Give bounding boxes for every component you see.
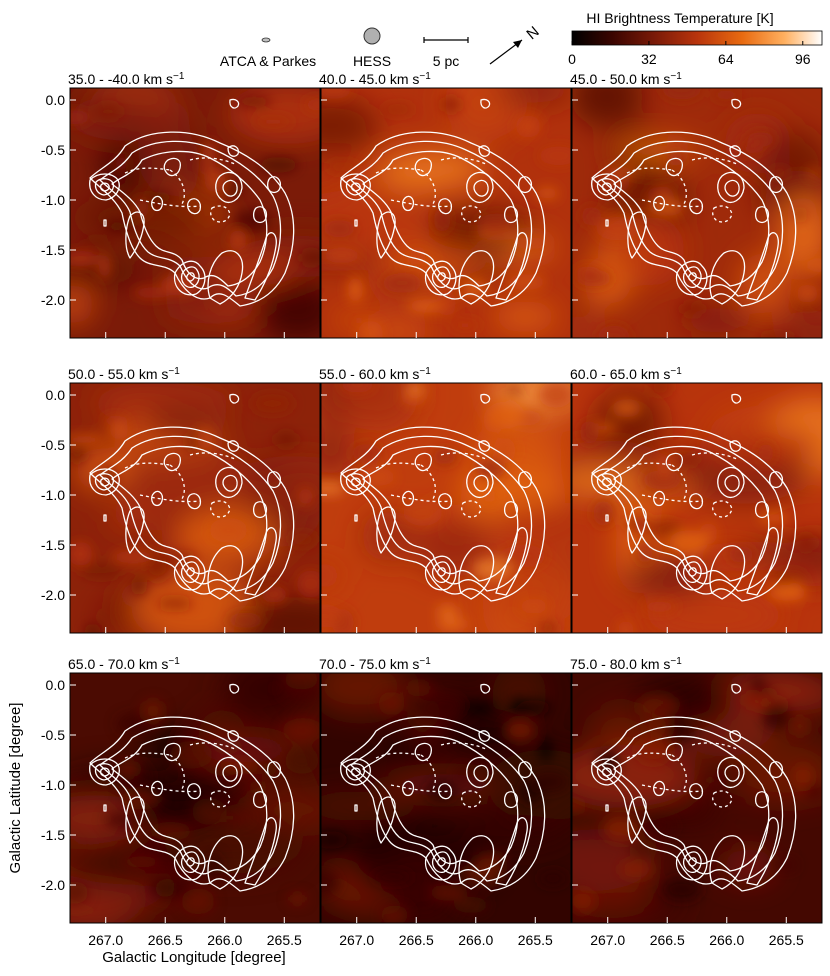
y-tick-label: -1.0 (41, 777, 65, 793)
colorbar-tick-label: 0 (568, 51, 576, 67)
x-tick-label: 265.5 (769, 932, 804, 948)
velocity-range-label: 35.0 - -40.0 km s−1 (68, 71, 185, 87)
colorbar-title: HI Brightness Temperature [K] (586, 10, 773, 26)
velocity-range-label: 65.0 - 70.0 km s−1 (68, 656, 180, 672)
y-tick-label: 0.0 (46, 677, 66, 693)
panel-frame (320, 382, 572, 634)
y-tick-label: -1.5 (41, 827, 65, 843)
legend-beam1-label: ATCA & Parkes (220, 53, 316, 69)
channel-panel: 0.0 -0.5 -1.0 -1.5 -2.0 35.0 - -40.0 km s−1 (41, 71, 321, 339)
velocity-range-label: 70.0 - 75.0 km s−1 (319, 656, 431, 672)
velocity-range-label: 55.0 - 60.0 km s−1 (319, 366, 431, 382)
panel-frame (571, 382, 823, 634)
velocity-range-label: 75.0 - 80.0 km s−1 (570, 656, 682, 672)
channel-panel: 267.0 266.5 266.0 265.5 0.0 -0.5 -1.0 -1.5 -2.0 6… (41, 656, 321, 948)
y-tick-label: 0.0 (46, 387, 66, 403)
velocity-range-label: 40.0 - 45.0 km s−1 (319, 71, 431, 87)
x-tick-label: 267.0 (590, 932, 625, 948)
x-axis-label: Galactic Longitude [degree] (102, 949, 285, 966)
x-tick-label: 266.0 (207, 932, 242, 948)
x-tick-label: 266.0 (458, 932, 493, 948)
colorbar-tick-label: 32 (641, 51, 657, 67)
velocity-range-label: 60.0 - 65.0 km s−1 (570, 366, 682, 382)
y-tick-label: -2.0 (41, 587, 65, 603)
colorbar-ticks: 0 32 64 96 (568, 41, 811, 67)
legend-beam2-label: HESS (353, 53, 391, 69)
hi-intensity-map (572, 383, 822, 633)
atca-parkes-beam-icon (261, 37, 271, 43)
channel-panel: 60.0 - 65.0 km s−1 (570, 366, 823, 634)
panel-frame (69, 87, 321, 339)
panel-frame (320, 672, 572, 924)
y-tick-label: 0.0 (46, 92, 66, 108)
y-tick-label: -2.0 (41, 877, 65, 893)
y-tick-label: -2.0 (41, 292, 65, 308)
hi-intensity-map (70, 88, 320, 338)
x-tick-label: 266.5 (148, 932, 183, 948)
x-tick-label: 265.5 (518, 932, 553, 948)
y-tick-label: -1.0 (41, 192, 65, 208)
y-tick-label: -1.0 (41, 487, 65, 503)
hi-intensity-map (70, 673, 320, 923)
x-tick-label: 267.0 (339, 932, 374, 948)
velocity-range-label: 50.0 - 55.0 km s−1 (68, 366, 180, 382)
legend: ATCA & Parkes HESS 5 pc N HI Brightness … (220, 10, 823, 69)
channel-panel: 0.0 -0.5 -1.0 -1.5 -2.0 50.0 - 55.0 km s−1 (41, 366, 321, 634)
y-tick-label: -0.5 (41, 437, 65, 453)
panel-frame (571, 87, 823, 339)
colorbar (571, 30, 823, 46)
y-tick-label: -1.5 (41, 537, 65, 553)
north-arrow-icon: N (489, 23, 543, 65)
y-tick-label: -0.5 (41, 727, 65, 743)
channel-panel: 267.0 266.5 266.0 265.5 75.0 - 80.0 km s−1 (570, 656, 823, 948)
hi-intensity-map (572, 88, 822, 338)
x-tick-label: 266.5 (650, 932, 685, 948)
legend-north-label: N (523, 23, 542, 43)
panel-frame (69, 672, 321, 924)
panel-frame (320, 87, 572, 339)
velocity-range-label: 45.0 - 50.0 km s−1 (570, 71, 682, 87)
channel-panel: 45.0 - 50.0 km s−1 (570, 71, 823, 339)
y-axis-label: Galactic Latitude [degree] (7, 703, 24, 874)
channel-panel: 40.0 - 45.0 km s−1 (319, 71, 572, 339)
panel-frame (571, 672, 823, 924)
x-tick-label: 266.5 (399, 932, 434, 948)
x-tick-label: 265.5 (267, 932, 302, 948)
y-tick-label: -0.5 (41, 142, 65, 158)
colorbar-tick-label: 64 (718, 51, 734, 67)
x-tick-label: 267.0 (88, 932, 123, 948)
hi-intensity-map (70, 383, 320, 633)
channel-panel: 267.0 266.5 266.0 265.5 70.0 - 75.0 km s−1 (319, 656, 572, 948)
y-tick-label: -1.5 (41, 242, 65, 258)
hess-psf-icon (363, 27, 381, 45)
channel-panel: 55.0 - 60.0 km s−1 (319, 366, 572, 634)
panel-grid: 0.0 -0.5 -1.0 -1.5 -2.0 35.0 - -40.0 km s−1 40… (41, 71, 823, 948)
colorbar-tick-label: 96 (795, 51, 811, 67)
panel-frame (69, 382, 321, 634)
legend-scale-label: 5 pc (433, 53, 459, 69)
x-tick-label: 266.0 (709, 932, 744, 948)
scale-bar (423, 37, 469, 43)
